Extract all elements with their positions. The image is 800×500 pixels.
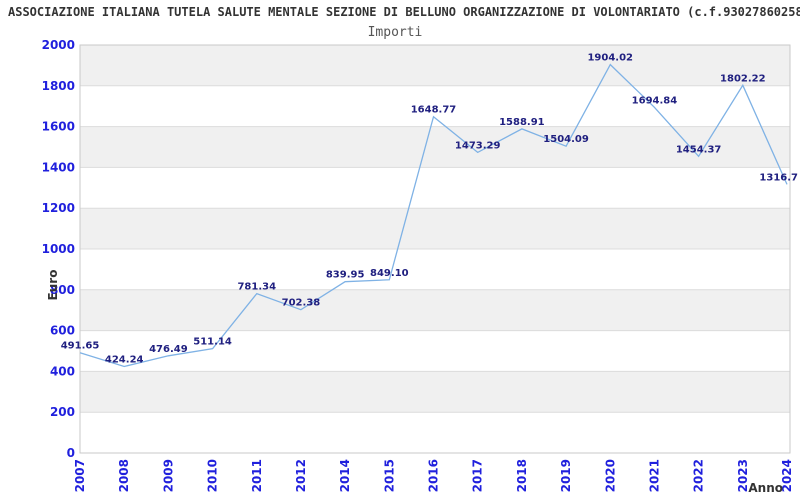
plot-band — [80, 126, 790, 168]
data-point-label: 1504.09 — [543, 134, 589, 145]
data-point-label: 839.95 — [326, 270, 365, 281]
data-point-label: 476.49 — [149, 344, 188, 355]
data-point-label: 491.65 — [61, 341, 100, 352]
data-point-label: 1473.29 — [455, 140, 501, 151]
x-tick-label: 2020 — [603, 459, 617, 492]
plot-band — [80, 208, 790, 249]
y-tick-label: 1800 — [42, 79, 75, 93]
data-point-label: 511.14 — [193, 337, 232, 348]
x-tick-label: 2014 — [338, 459, 352, 492]
y-axis-title: Euro — [46, 270, 60, 301]
y-tick-label: 400 — [50, 364, 75, 378]
x-tick-label: 2016 — [427, 459, 441, 492]
x-tick-label: 2019 — [559, 459, 573, 492]
plot-band — [80, 371, 790, 413]
x-tick-label: 2017 — [471, 459, 485, 492]
x-tick-label: 2023 — [736, 459, 750, 492]
x-tick-label: 2010 — [206, 459, 220, 492]
y-tick-label: 800 — [50, 283, 75, 297]
x-tick-label: 2009 — [161, 459, 175, 492]
y-tick-label: 1400 — [42, 160, 75, 174]
data-point-label: 1588.91 — [499, 117, 545, 128]
y-tick-label: 0 — [67, 446, 75, 460]
y-tick-label: 200 — [50, 405, 75, 419]
data-point-label: 781.34 — [237, 282, 276, 293]
plot-band — [80, 45, 790, 86]
data-point-label: 424.24 — [105, 354, 144, 365]
chart-subtitle: Importi — [367, 25, 423, 40]
y-tick-label: 2000 — [42, 38, 75, 52]
y-tick-label: 1200 — [42, 201, 75, 215]
plot-band — [80, 289, 790, 331]
x-tick-label: 2024 — [780, 459, 794, 492]
y-tick-label: 600 — [50, 324, 75, 338]
x-tick-label: 2011 — [250, 459, 264, 492]
data-point-label: 702.38 — [282, 298, 321, 309]
data-point-label: 1454.37 — [676, 144, 722, 155]
y-tick-label: 1000 — [42, 242, 75, 256]
x-tick-label: 2008 — [117, 459, 131, 492]
y-tick-label: 1600 — [42, 120, 75, 134]
data-point-label: 1316.7 — [759, 172, 798, 183]
x-axis-title: Anno — [748, 481, 783, 495]
chart-title: ASSOCIAZIONE ITALIANA TUTELA SALUTE MENT… — [8, 5, 800, 19]
data-line — [79, 63, 788, 368]
x-tick-label: 2015 — [382, 459, 396, 492]
x-tick-label: 2012 — [294, 459, 308, 492]
data-point-label: 1694.84 — [632, 95, 678, 106]
data-point-label: 849.10 — [370, 268, 409, 279]
x-tick-label: 2021 — [647, 459, 661, 492]
data-point-label: 1802.22 — [720, 73, 766, 84]
x-tick-label: 2007 — [73, 459, 87, 492]
data-point-label: 1648.77 — [411, 105, 457, 116]
data-point-label: 1904.02 — [587, 53, 633, 64]
x-tick-label: 2022 — [692, 459, 706, 492]
x-tick-label: 2018 — [515, 459, 529, 492]
plot-border — [79, 44, 791, 454]
